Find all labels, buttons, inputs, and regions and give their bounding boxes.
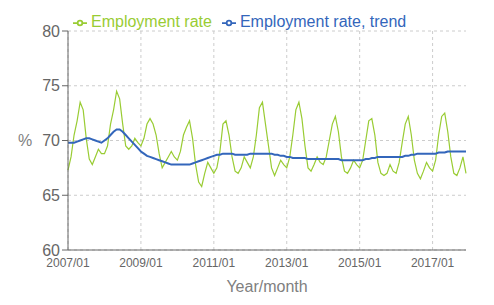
html-text:Employment rate, trend: Employment rate, trend <box>239 13 407 30</box>
svg-text:70: 70 <box>42 132 60 149</box>
svg-text:2013/01: 2013/01 <box>265 256 309 270</box>
svg-text:2015/01: 2015/01 <box>338 256 382 270</box>
svg-text:2011/01: 2011/01 <box>193 256 236 270</box>
svg-text:75: 75 <box>42 77 60 94</box>
svg-text:2017/01: 2017/01 <box>411 256 455 270</box>
svg-text:60: 60 <box>42 242 60 259</box>
svg-text:65: 65 <box>42 187 60 204</box>
svg-text:2007/01: 2007/01 <box>46 255 90 270</box>
svg-text:2009/01: 2009/01 <box>119 256 163 270</box>
svg-text:%: % <box>18 132 32 149</box>
svg-text:Year/month: Year/month <box>226 278 307 295</box>
html-text:Employment rate: Employment rate <box>91 13 212 30</box>
svg-text:80: 80 <box>42 23 60 40</box>
